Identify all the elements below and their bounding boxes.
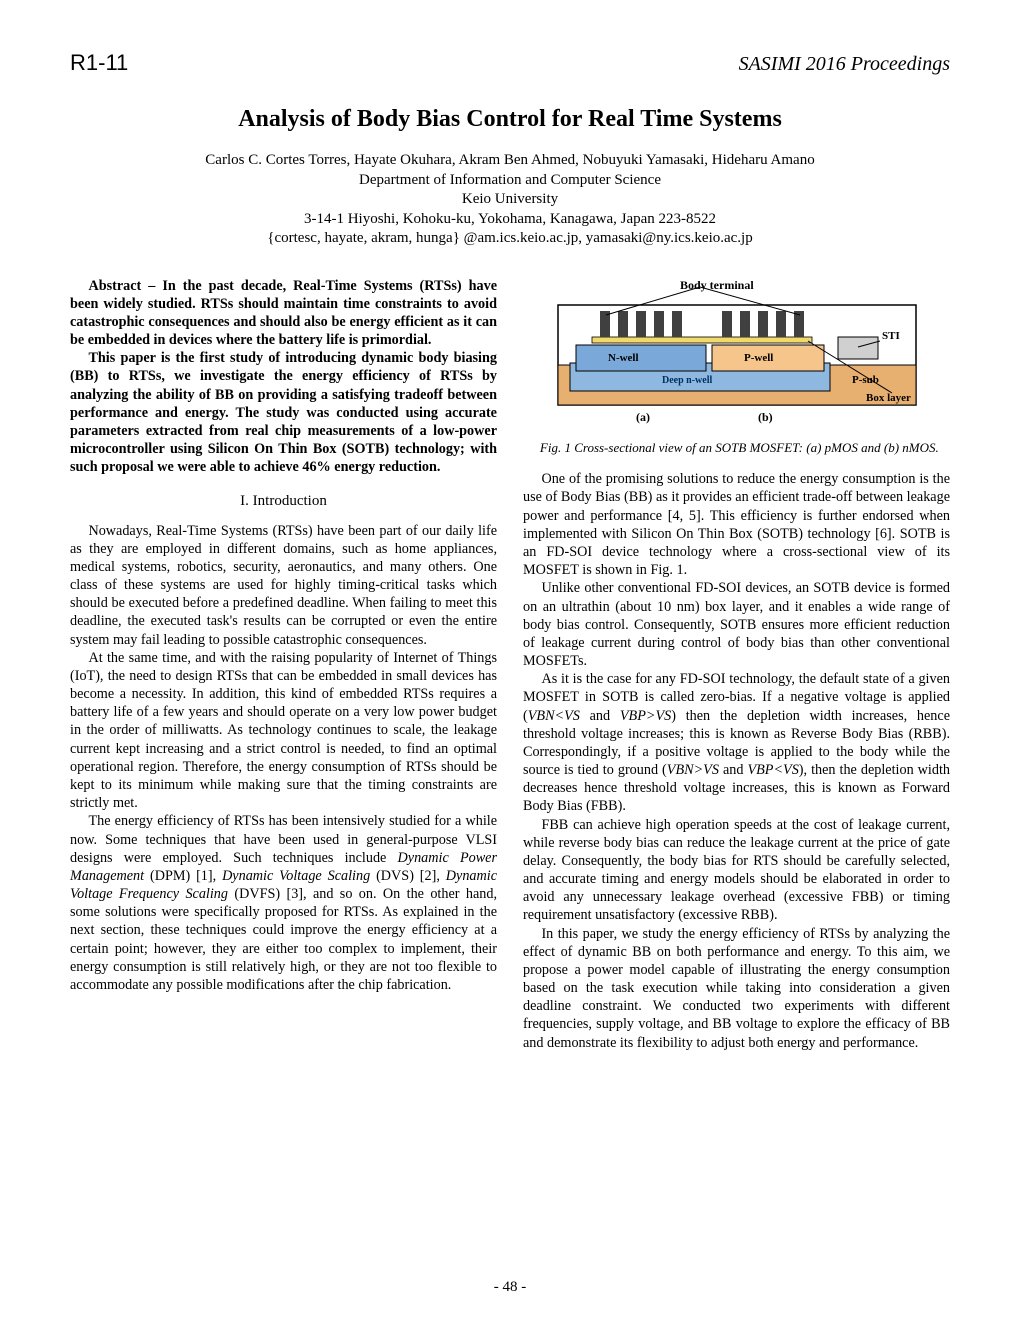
figure-1-caption: Fig. 1 Cross-sectional view of an SOTB M… (523, 440, 950, 457)
right-p3-b: and (580, 708, 620, 724)
abstract-label: Abstract (88, 278, 141, 294)
emails-line: {cortesc, hayate, akram, hunga} @am.ics.… (70, 229, 950, 249)
section-1-heading: I. Introduction (70, 492, 497, 511)
mosfet-diagram: Body terminal N-well P-well Deep n-well … (552, 277, 922, 427)
university-line: Keio University (70, 190, 950, 210)
right-p3-i4: VBP<VS (747, 762, 798, 778)
right-p3-i2: VBP>VS (620, 708, 671, 724)
intro-p3-b: (DPM) [1], (144, 868, 222, 884)
intro-p1: Nowadays, Real-Time Systems (RTSs) have … (70, 522, 497, 649)
label-b: (b) (758, 410, 773, 424)
right-p5: In this paper, we study the energy effic… (523, 925, 950, 1052)
label-nwell: N-well (608, 352, 639, 364)
label-sti: STI (882, 330, 900, 342)
label-a: (a) (636, 410, 650, 424)
intro-p3-c: (DVS) [2], (370, 868, 446, 884)
left-column: Abstract – In the past decade, Real-Time… (70, 277, 497, 1052)
right-p2: Unlike other conventional FD-SOI devices… (523, 579, 950, 670)
right-p3: As it is the case for any FD-SOI technol… (523, 670, 950, 815)
abstract-p1: Abstract – In the past decade, Real-Time… (70, 277, 497, 350)
label-deep-nwell: Deep n-well (662, 375, 712, 386)
figure-1: Body terminal N-well P-well Deep n-well … (523, 277, 950, 432)
intro-p3-d: (DVFS) [3], and so on. On the other hand… (70, 886, 497, 993)
department-line: Department of Information and Computer S… (70, 171, 950, 191)
intro-p3-i2: Dynamic Voltage Scaling (222, 868, 370, 884)
paper-title: Analysis of Body Bias Control for Real T… (70, 106, 950, 133)
page-number: - 48 - (0, 1279, 1020, 1296)
label-psub: P-sub (852, 374, 879, 386)
label-pwell: P-well (744, 352, 773, 364)
intro-p2: At the same time, and with the raising p… (70, 649, 497, 813)
header-row: R1-11 SASIMI 2016 Proceedings (70, 50, 950, 76)
right-p3-d: and (719, 762, 748, 778)
intro-p3: The energy efficiency of RTSs has been i… (70, 812, 497, 994)
abstract-p2: This paper is the first study of introdu… (70, 349, 497, 476)
right-column: Body terminal N-well P-well Deep n-well … (523, 277, 950, 1052)
paper-id: R1-11 (70, 50, 128, 76)
label-box: Box layer (866, 392, 911, 404)
two-column-body: Abstract – In the past decade, Real-Time… (70, 277, 950, 1052)
right-p4: FBB can achieve high operation speeds at… (523, 816, 950, 925)
proceedings-title: SASIMI 2016 Proceedings (739, 53, 950, 76)
right-p1: One of the promising solutions to reduce… (523, 470, 950, 579)
right-p3-i3: VBN>VS (667, 762, 719, 778)
label-body-terminal: Body terminal (680, 278, 754, 292)
right-p3-i1: VBN<VS (528, 708, 580, 724)
authors-line: Carlos C. Cortes Torres, Hayate Okuhara,… (70, 151, 950, 171)
address-line: 3-14-1 Hiyoshi, Kohoku-ku, Yokohama, Kan… (70, 210, 950, 230)
